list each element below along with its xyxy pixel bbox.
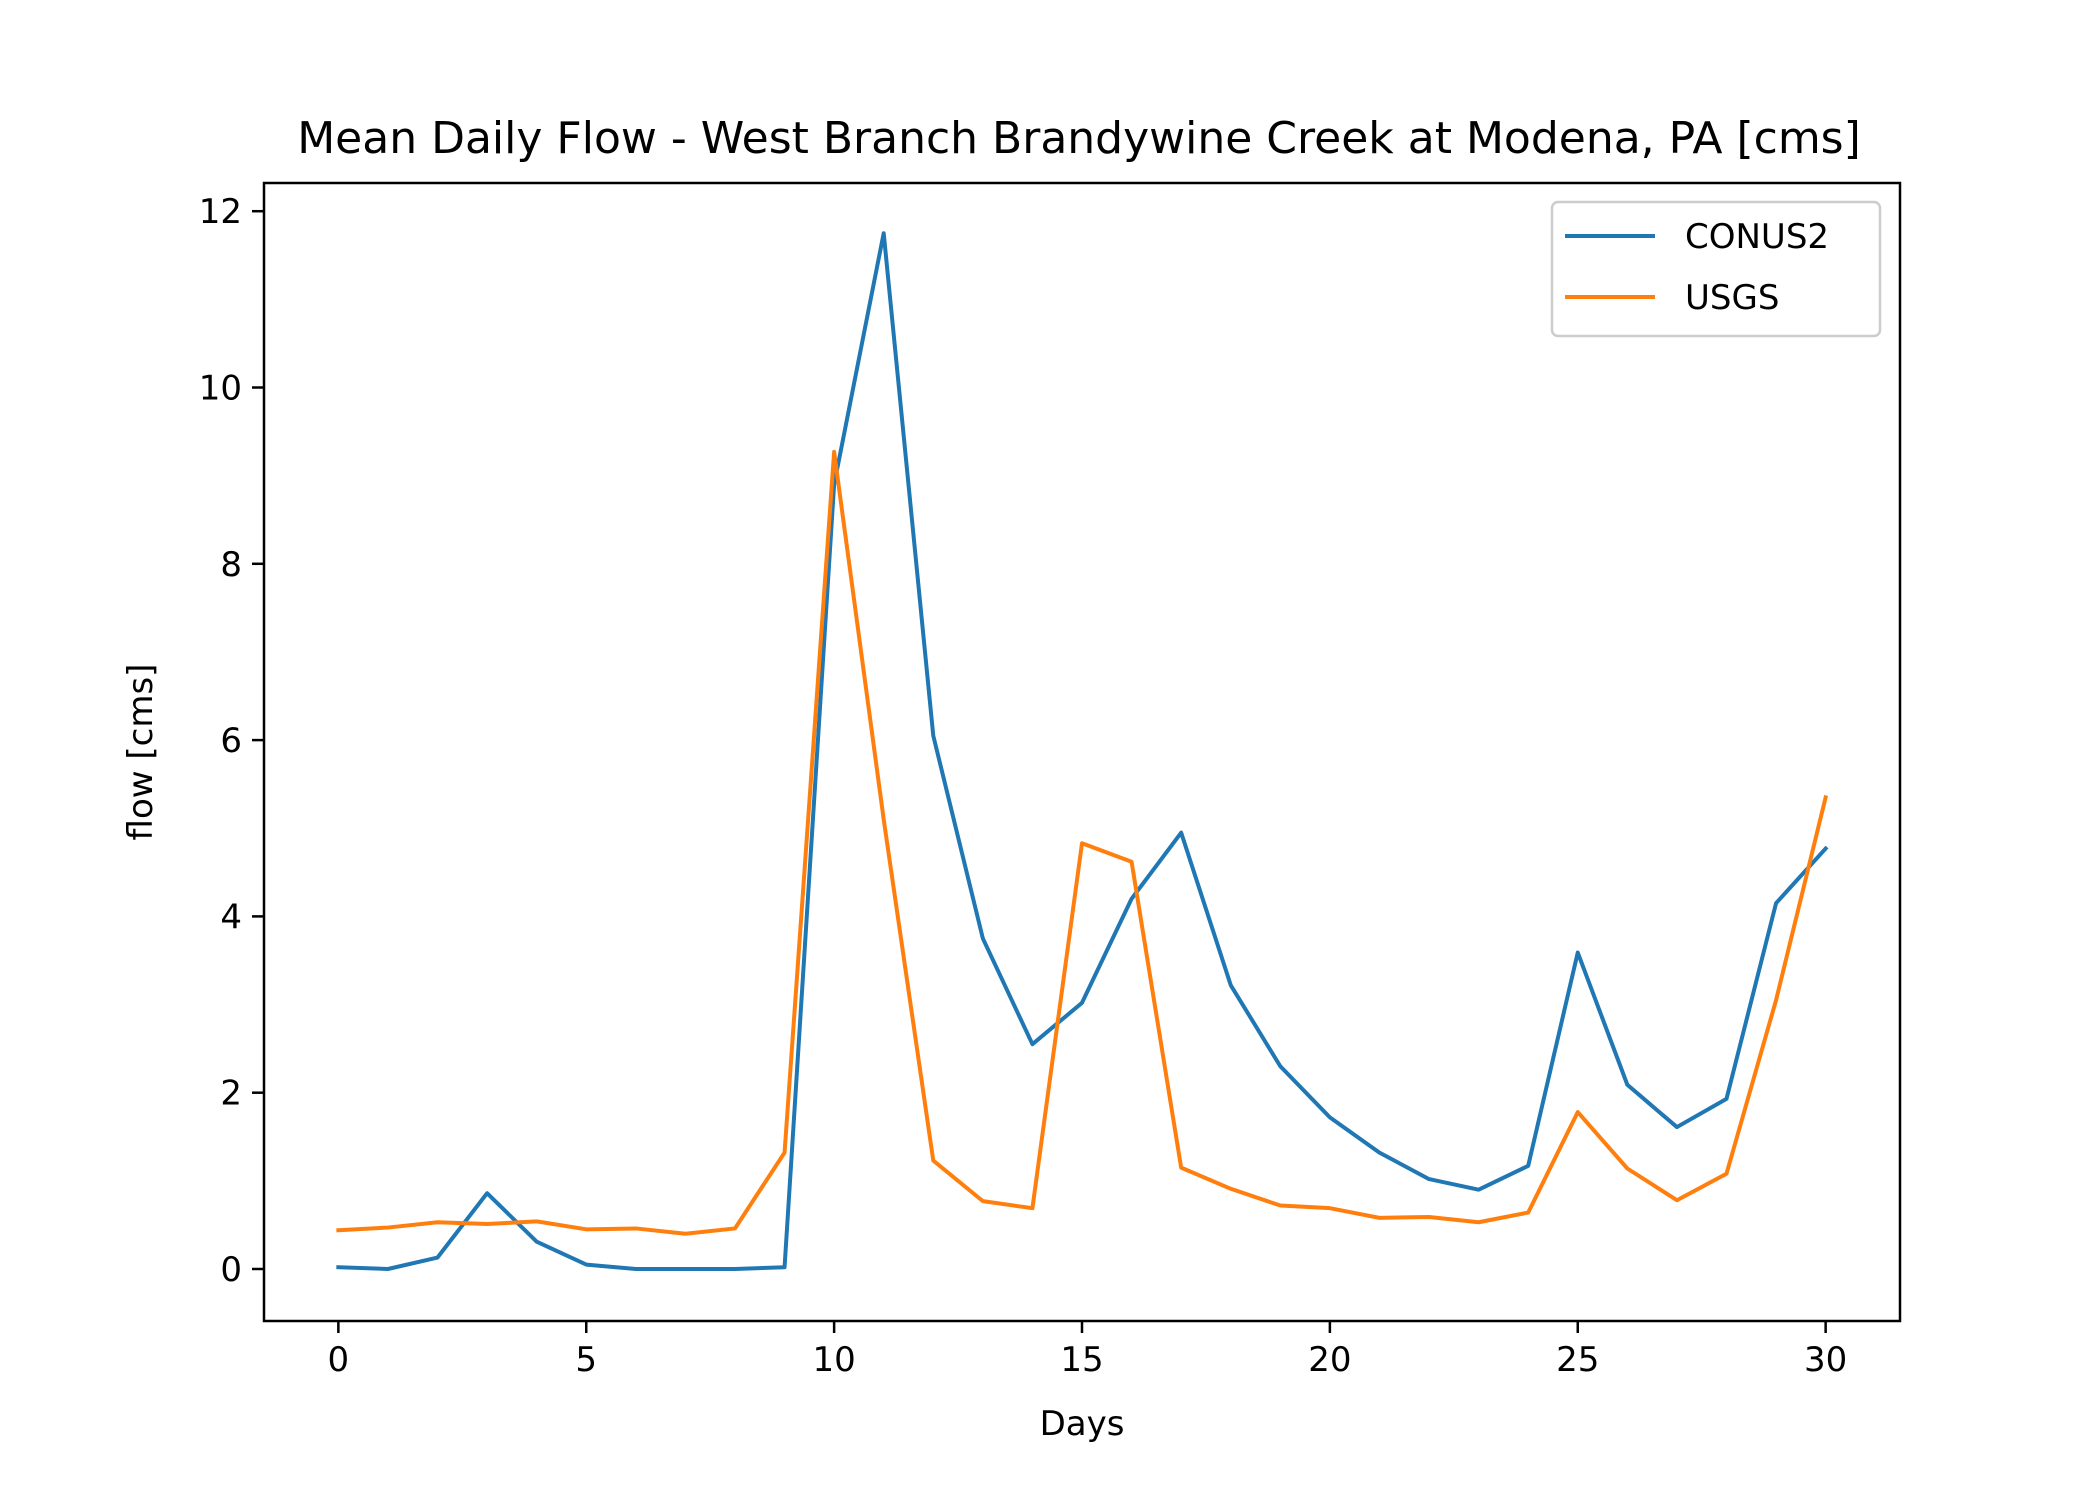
legend-label-conus2: CONUS2: [1685, 217, 1829, 257]
x-tick-label: 10: [812, 1340, 855, 1380]
y-tick-label: 2: [220, 1074, 242, 1114]
y-tick-label: 0: [220, 1250, 242, 1290]
x-axis: 0 5 10 15 20 25 30: [328, 1321, 1847, 1380]
y-tick-label: 6: [220, 721, 242, 761]
series-line-conus2: [336, 231, 1829, 1271]
x-tick-label: 0: [328, 1340, 350, 1380]
x-axis-label: Days: [1040, 1404, 1125, 1444]
series-line-usgs: [336, 449, 1829, 1236]
y-tick-label: 4: [220, 897, 242, 937]
x-tick-label: 25: [1556, 1340, 1599, 1380]
plot-lines: [336, 231, 1829, 1271]
x-tick-label: 15: [1060, 1340, 1103, 1380]
legend: CONUS2 USGS: [1550, 200, 1882, 338]
y-axis: 0 2 4 6 8 10 12: [199, 192, 264, 1290]
y-axis-label: flow [cms]: [121, 664, 161, 841]
legend-label-usgs: USGS: [1685, 278, 1779, 318]
y-tick-label: 12: [199, 192, 242, 232]
x-tick-label: 20: [1308, 1340, 1351, 1380]
y-tick-label: 8: [220, 545, 242, 585]
x-tick-label: 5: [575, 1340, 597, 1380]
x-tick-label: 30: [1804, 1340, 1847, 1380]
y-tick-label: 10: [199, 369, 242, 409]
chart-title: Mean Daily Flow - West Branch Brandywine…: [297, 113, 1861, 164]
